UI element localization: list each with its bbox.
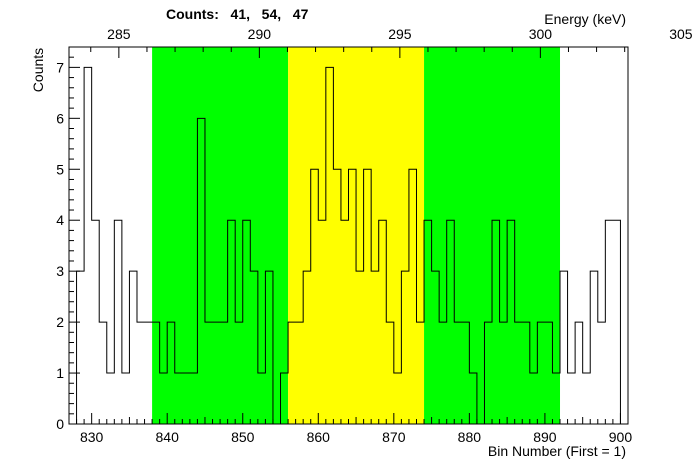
region-left-background: [152, 47, 289, 424]
x-axis-title: Bin Number (First = 1): [488, 443, 626, 459]
x-tick-label: 900: [609, 429, 633, 445]
energy-tick-label: 290: [248, 26, 272, 42]
y-tick-label: 0: [56, 416, 64, 432]
y-tick-label: 4: [56, 212, 64, 228]
x-tick-label: 870: [382, 429, 406, 445]
y-tick-label: 6: [56, 110, 64, 126]
x-tick-label: 840: [156, 429, 180, 445]
histogram-bin: [598, 322, 606, 424]
bin-axis: 830 840 850 860 870 880 890 900: [68, 413, 633, 445]
x-tick-label: 890: [533, 429, 557, 445]
histogram-series: [76, 66, 628, 425]
y-tick-label: 7: [56, 59, 64, 75]
histogram-bin: [129, 271, 137, 424]
histogram-bin: [107, 373, 115, 424]
histogram-bin: [122, 373, 130, 424]
histogram-bin: [613, 220, 621, 424]
histogram-bin: [560, 271, 568, 424]
y-axis-title: Counts: [30, 48, 46, 92]
histogram-bin: [568, 373, 576, 424]
x-tick-label: 830: [80, 429, 104, 445]
histogram-bin: [114, 220, 122, 424]
histogram-bin: [99, 322, 107, 424]
histogram-outline: [76, 66, 628, 425]
y-tick-label: 1: [56, 365, 64, 381]
histogram-bin: [605, 220, 613, 424]
histogram-bin: [137, 322, 145, 424]
x-tick-label: 850: [231, 429, 255, 445]
counts-summary: Counts: 41, 54, 47: [166, 6, 309, 22]
energy-tick-label: 285: [107, 26, 131, 42]
energy-tick-label: 295: [388, 26, 412, 42]
energy-axis-title: Energy (keV): [544, 11, 626, 27]
histogram-bin: [77, 271, 85, 424]
counts-axis: 0 1 2 3 4 5 6 7: [56, 46, 80, 432]
histogram-bin: [145, 322, 153, 424]
histogram-bin: [84, 67, 92, 424]
x-tick-label: 880: [458, 429, 482, 445]
energy-tick-label: 305: [669, 26, 693, 42]
x-tick-label: 860: [307, 429, 331, 445]
y-tick-label: 3: [56, 263, 64, 279]
energy-axis: 285 290 295 300 305: [90, 26, 693, 58]
energy-tick-label: 300: [529, 26, 553, 42]
y-tick-label: 5: [56, 161, 64, 177]
histogram-bin: [92, 220, 100, 424]
y-tick-label: 2: [56, 314, 64, 330]
histogram-bin: [583, 373, 591, 424]
histogram-bin: [590, 271, 598, 424]
histogram-bin: [575, 322, 583, 424]
